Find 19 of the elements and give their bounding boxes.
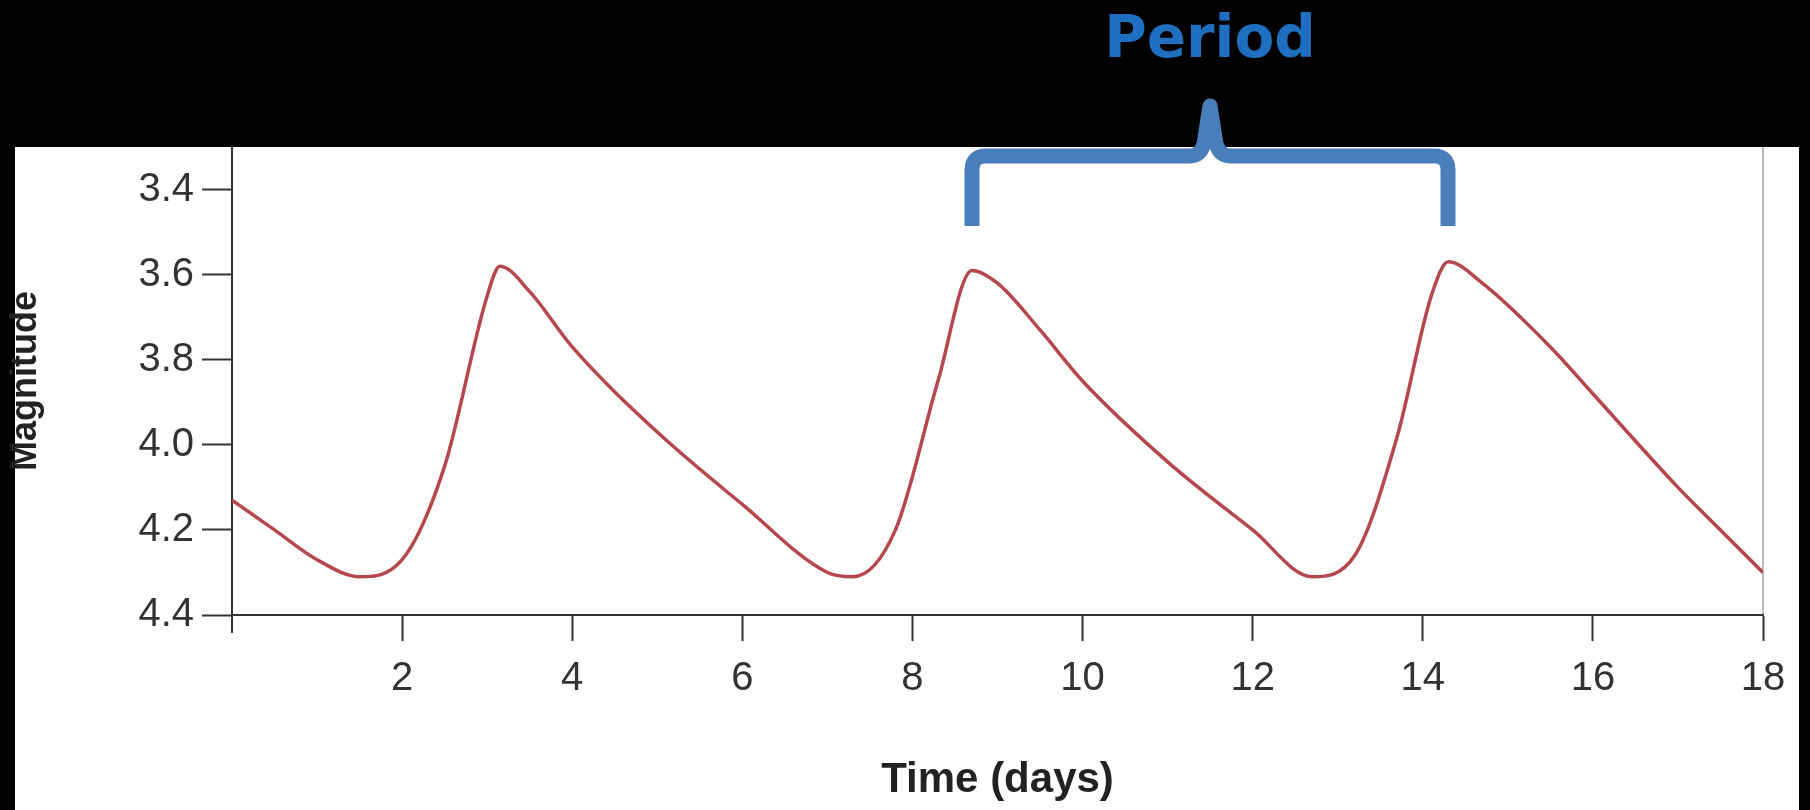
y-tick-label: 4.4	[138, 590, 194, 635]
x-tick-label: 16	[1570, 654, 1616, 699]
y-tick-label: 3.8	[138, 334, 194, 379]
y-tick-label: 3.4	[138, 164, 194, 209]
text: Period	[1104, 3, 1316, 72]
x-tick-label: 18	[1740, 654, 1786, 699]
y-axis-title: Magnitude	[2, 291, 44, 471]
line-series	[232, 260, 1763, 579]
x-tick-label: 10	[1060, 654, 1105, 699]
x-tick-label: 12	[1230, 654, 1275, 699]
x-tick-label: 8	[901, 654, 924, 699]
x-tick-label: 6	[731, 654, 754, 699]
y-tick-label: 4.2	[138, 504, 194, 549]
x-axis-title: Time (days)	[881, 754, 1114, 802]
x-tick-label: 14	[1400, 654, 1446, 699]
y-tick-label: 4.0	[138, 419, 194, 464]
y-tick-label: 3.6	[138, 249, 194, 294]
x-tick-label: 4	[561, 654, 584, 699]
x-tick-label: 2	[390, 654, 414, 699]
